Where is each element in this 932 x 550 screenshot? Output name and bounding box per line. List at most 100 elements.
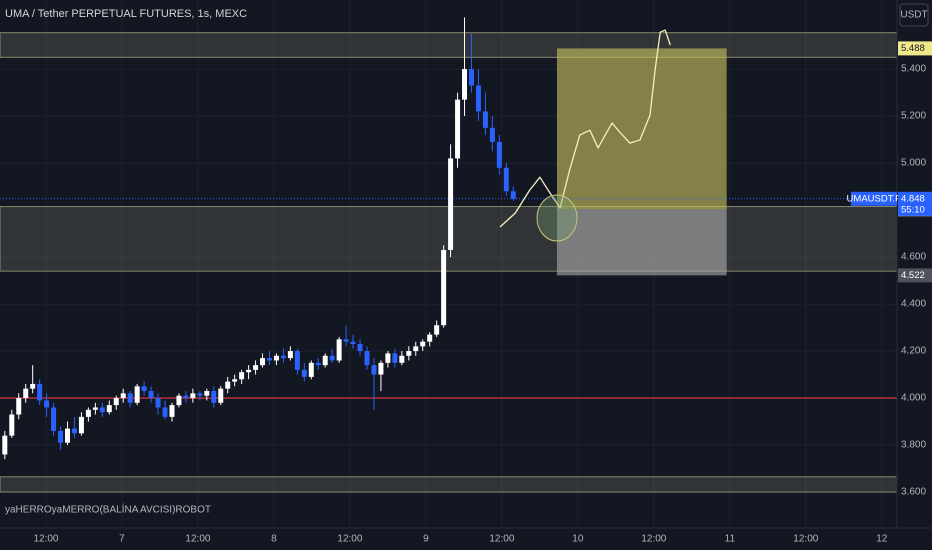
candle-body <box>113 398 119 406</box>
candle-body <box>44 400 50 408</box>
x-tick-label: 7 <box>119 534 125 545</box>
x-tick-label: 12:00 <box>33 534 58 545</box>
y-tick-label: 4.400 <box>901 299 926 310</box>
target-zone <box>556 48 727 210</box>
candle-body <box>343 339 349 342</box>
x-tick-label: 12:00 <box>489 534 514 545</box>
currency-button[interactable] <box>899 3 929 27</box>
candle-body <box>120 393 126 399</box>
candle-body <box>239 372 245 380</box>
x-tick-label: 8 <box>271 534 277 545</box>
candle-body <box>468 69 474 86</box>
x-tick-label: 10 <box>572 534 584 545</box>
candle-body <box>427 334 433 342</box>
candle-body <box>260 358 266 366</box>
chart-title: UMA / Tether PERPETUAL FUTURES, 1s, MEXC <box>5 8 247 20</box>
highlight-circle <box>536 194 578 242</box>
candle-body <box>413 346 419 352</box>
last-price-tag: 4.848 <box>901 193 925 204</box>
candle-body <box>287 351 293 359</box>
x-tick-label: 12:00 <box>337 534 362 545</box>
target-tag: 5.488 <box>901 43 925 54</box>
target-tag-bg <box>898 41 932 56</box>
candle-body <box>58 430 64 443</box>
candle-body <box>420 341 426 347</box>
candle-body <box>127 393 133 403</box>
candle-body <box>246 369 252 373</box>
indicator-label: yaHERROyaMERRO(BALİNA AVCISI)ROBOT <box>5 503 211 516</box>
candle-body <box>16 398 22 415</box>
y-tick-label: 5.200 <box>901 111 926 122</box>
y-tick-label: 4.200 <box>901 346 926 357</box>
candle-body <box>475 85 481 112</box>
y-tick-label: 4.000 <box>901 393 926 404</box>
candle-body <box>155 398 161 408</box>
candle-body <box>294 351 300 370</box>
candle-body <box>78 416 84 434</box>
candle-body <box>378 362 384 375</box>
candle-body <box>92 407 98 410</box>
y-tick-label: 3.800 <box>901 440 926 451</box>
candle-body <box>336 339 342 361</box>
candle-body <box>148 391 154 399</box>
stop-zone <box>556 209 727 276</box>
y-tick-label: 5.400 <box>901 64 926 75</box>
x-tick-label: 12 <box>876 534 888 545</box>
countdown: 55:10 <box>901 204 925 215</box>
candle-body <box>385 353 391 363</box>
candle-body <box>183 395 189 399</box>
candle-body <box>364 351 370 366</box>
candle-body <box>9 414 15 436</box>
candle-body <box>406 351 412 356</box>
candle-body <box>211 391 217 403</box>
stop-tag-bg <box>898 268 932 283</box>
candle-body <box>266 358 272 361</box>
candle-body <box>301 369 307 377</box>
candle-body <box>273 355 279 361</box>
candle-body <box>308 362 314 377</box>
candle-body <box>329 355 335 361</box>
candle-body <box>197 393 203 396</box>
candle-body <box>30 383 36 389</box>
candle-body <box>218 388 224 403</box>
candle-body <box>510 191 516 199</box>
candle-body <box>23 388 29 399</box>
stop-tag: 4.522 <box>901 270 925 281</box>
candle-body <box>322 355 328 366</box>
x-tick-label: 12:00 <box>641 534 666 545</box>
zone <box>0 476 898 493</box>
candle-body <box>399 355 405 363</box>
candle-body <box>462 69 468 100</box>
candle-body <box>64 428 70 443</box>
candle-body <box>85 409 91 417</box>
candle-body <box>134 386 140 403</box>
candle-body <box>141 386 147 392</box>
symbol-tag-bg <box>851 191 897 206</box>
last-price-tag-bg <box>898 191 932 216</box>
candle-body <box>169 405 175 417</box>
candle-body <box>448 158 454 251</box>
x-tick-label: 11 <box>725 534 736 545</box>
candle-body <box>496 141 502 168</box>
currency-label[interactable]: USDT <box>900 10 927 21</box>
plot <box>0 0 898 528</box>
candle-body <box>280 355 286 359</box>
candle-body <box>51 407 57 431</box>
y-tick-label: 3.600 <box>901 487 926 498</box>
candle-body <box>106 405 112 413</box>
candle-body <box>357 344 363 352</box>
candle-body <box>455 99 461 159</box>
candle-body <box>315 362 321 366</box>
candle-body <box>190 393 196 399</box>
zone <box>0 32 898 58</box>
candle-body <box>434 325 440 335</box>
forecast-line <box>499 29 671 228</box>
candle-body <box>371 365 377 375</box>
candle-body <box>71 428 77 434</box>
symbol-tag: UMAUSDT.P <box>847 193 902 204</box>
candle-body <box>350 341 356 345</box>
candle-body <box>503 167 509 192</box>
candle-body <box>253 365 259 370</box>
y-tick-label: 4.600 <box>901 252 926 263</box>
